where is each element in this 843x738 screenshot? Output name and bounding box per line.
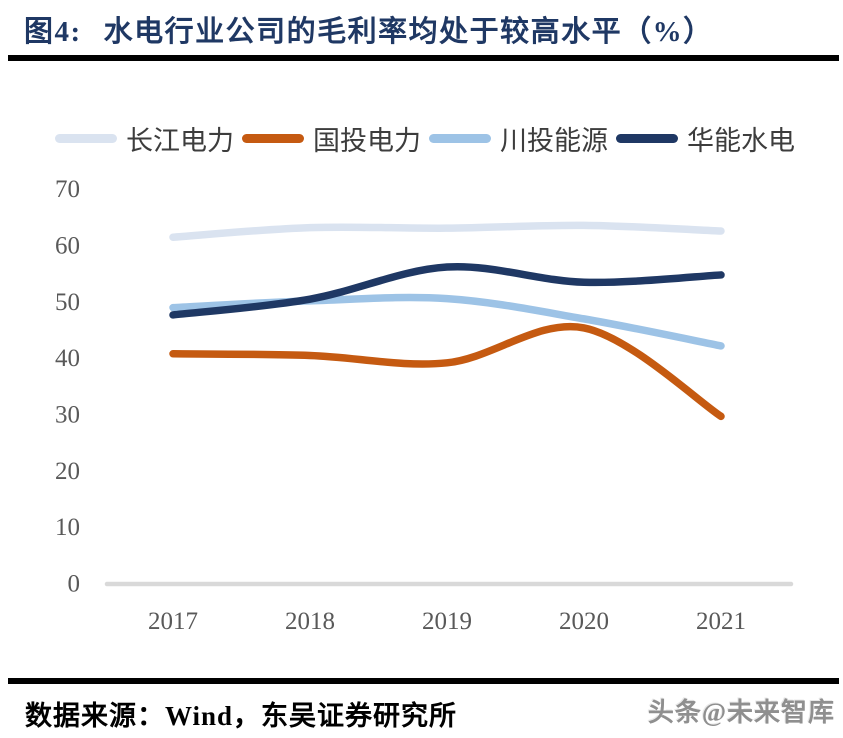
legend-item-国投电力: 国投电力: [242, 119, 421, 158]
legend-item-华能水电: 华能水电: [616, 119, 795, 158]
figure-title-text: 水电行业公司的毛利率均处于较高水平（%）: [103, 16, 714, 48]
series-line-长江电力: [169, 221, 725, 241]
x-tick-label: 2021: [696, 608, 746, 635]
y-tick-label: 70: [55, 176, 80, 203]
y-tick-label: 20: [55, 458, 80, 485]
y-tick-label: 60: [55, 233, 80, 260]
title-divider: [8, 55, 839, 61]
footer-divider: [8, 678, 839, 684]
legend-label: 华能水电: [687, 125, 795, 156]
legend-item-长江电力: 长江电力: [55, 119, 234, 158]
chart-legend: 长江电力 国投电力 川投能源 华能水电: [55, 120, 795, 156]
legend-swatch: [55, 133, 117, 143]
watermark-text: 头条@未来智库: [647, 698, 835, 727]
figure-title: 图4: 水电行业公司的毛利率均处于较高水平（%）: [24, 8, 714, 50]
legend-swatch: [616, 133, 678, 143]
x-tick-label: 2020: [559, 608, 609, 635]
series-line-华能水电: [169, 262, 725, 319]
x-tick-label: 2017: [148, 608, 198, 635]
y-tick-label: 0: [68, 571, 81, 598]
y-tick-label: 50: [55, 289, 80, 316]
y-tick-label: 40: [55, 345, 80, 372]
y-tick-label: 10: [55, 514, 80, 541]
legend-swatch: [242, 133, 304, 143]
legend-label: 长江电力: [126, 125, 234, 156]
y-tick-label: 30: [55, 402, 80, 429]
legend-item-川投能源: 川投能源: [429, 119, 608, 158]
legend-swatch: [429, 133, 491, 143]
x-tick-label: 2018: [285, 608, 335, 635]
legend-label: 国投电力: [313, 125, 421, 156]
x-tick-label: 2019: [422, 608, 472, 635]
legend-label: 川投能源: [500, 125, 608, 156]
data-source-note: 数据来源：Wind，东吴证券研究所: [25, 701, 458, 731]
figure-number: 图4:: [24, 16, 82, 48]
series-line-国投电力: [169, 322, 725, 421]
